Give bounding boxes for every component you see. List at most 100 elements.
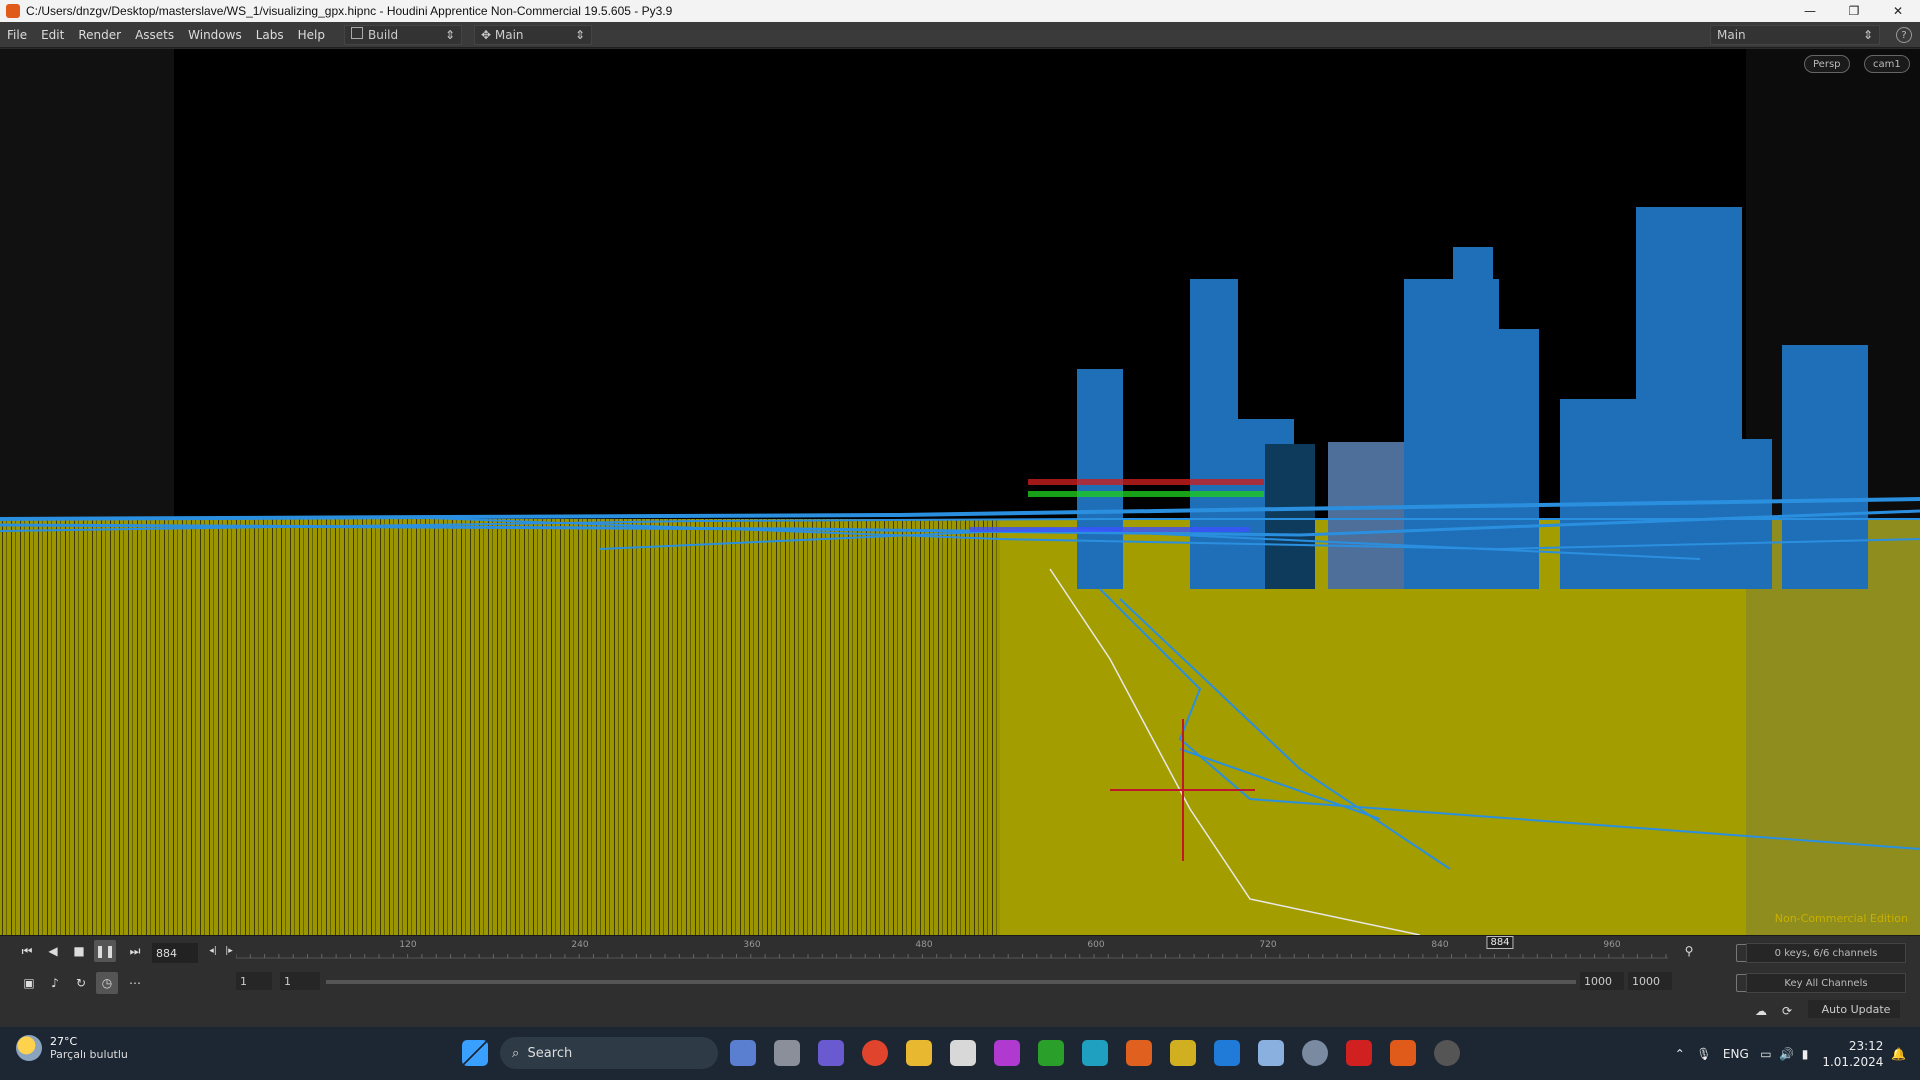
stop-icon[interactable]: ■ — [73, 944, 85, 958]
current-frame-field[interactable]: 884 — [152, 943, 198, 963]
playback-end-field[interactable]: 1000 — [1580, 972, 1624, 990]
tick-label: 720 — [1259, 940, 1277, 950]
camera-mode-button[interactable]: Persp — [1804, 55, 1850, 73]
building — [1404, 279, 1499, 589]
network-icon: ✥ — [481, 27, 495, 42]
menu-labs[interactable]: Labs — [255, 27, 284, 42]
tick-label: 240 — [571, 940, 589, 950]
playback-start-field[interactable]: 1 — [280, 972, 320, 990]
building — [1328, 442, 1404, 589]
frame-range-slider[interactable] — [326, 980, 1576, 984]
notification-bell-icon[interactable]: 🔔 — [1883, 1046, 1906, 1061]
step-forward-icon[interactable]: |▸ — [225, 946, 233, 956]
blender-icon[interactable] — [1126, 1040, 1152, 1066]
maximize-button[interactable]: ❐ — [1848, 4, 1860, 18]
menu-edit[interactable]: Edit — [41, 27, 65, 42]
viewport-render — [0, 49, 1920, 935]
start-frame-field[interactable]: 1 — [236, 972, 272, 990]
language-indicator[interactable]: ENG — [1722, 1046, 1749, 1061]
tick-label: 120 — [399, 940, 417, 950]
menu-bar: File Edit Render Assets Windows Labs Hel… — [0, 22, 1920, 48]
desktop-selector[interactable]: Build ⇕ — [344, 24, 462, 45]
acrobat-icon[interactable] — [1346, 1040, 1372, 1066]
search-placeholder: Search — [527, 1045, 573, 1061]
menu-render[interactable]: Render — [78, 27, 122, 42]
cloud-icon[interactable]: ☁ — [1755, 1004, 1767, 1018]
play-reverse-icon[interactable]: ◀ — [48, 944, 58, 958]
refresh-icon[interactable]: ⟳ — [1781, 1004, 1793, 1018]
close-button[interactable]: ✕ — [1892, 4, 1904, 18]
notes-icon[interactable] — [1082, 1040, 1108, 1066]
menu-help[interactable]: Help — [297, 27, 325, 42]
camera-select-button[interactable]: cam1 — [1864, 55, 1910, 73]
weather-desc: Parçalı bulutlu — [50, 1048, 128, 1061]
building — [1265, 444, 1315, 589]
chevron-updown-icon: ⇕ — [444, 27, 455, 42]
chrome-icon[interactable] — [862, 1040, 888, 1066]
loop-icon[interactable]: ↻ — [75, 976, 87, 990]
window-title: C:/Users/dnzgv/Desktop/masterslave/WS_1/… — [26, 4, 673, 18]
taskbar-search[interactable]: ⌕ Search — [500, 1037, 718, 1069]
houdini-app-icon — [6, 4, 20, 18]
xbox-icon[interactable] — [1038, 1040, 1064, 1066]
key-all-channels-button[interactable]: Key All Channels — [1746, 973, 1906, 993]
auto-update-button[interactable]: Auto Update — [1808, 1000, 1900, 1018]
pause-icon[interactable]: ❚❚ — [94, 940, 116, 962]
app-icon[interactable] — [1258, 1040, 1284, 1066]
battery-icon[interactable]: ▮ — [1794, 1046, 1809, 1061]
chevron-up-icon[interactable]: ⌃ — [1674, 1046, 1697, 1061]
keys-info-box[interactable]: 0 keys, 6/6 channels — [1746, 943, 1906, 963]
playback-settings-icon[interactable]: ▣ — [23, 976, 35, 990]
frame-step-icon[interactable]: ⋯ — [129, 976, 141, 990]
microphone-icon[interactable]: 🎙 — [1696, 1046, 1723, 1061]
building — [1636, 207, 1742, 589]
help-icon[interactable]: ? — [1896, 27, 1912, 43]
label-green — [1028, 491, 1264, 497]
weather-temp: 27°C — [50, 1035, 78, 1048]
scope-key-icon[interactable]: ⚲ — [1684, 944, 1694, 958]
go-to-start-icon[interactable]: ⏮ — [21, 943, 33, 958]
volume-icon[interactable]: 🔊 — [1771, 1046, 1795, 1061]
app-icon[interactable] — [994, 1040, 1020, 1066]
rhino-icon[interactable] — [950, 1040, 976, 1066]
vscode-icon[interactable] — [1214, 1040, 1240, 1066]
clock[interactable]: 23:12 1.01.2024 — [1822, 1038, 1883, 1070]
right-desk-label: Main — [1717, 28, 1746, 42]
teams-icon[interactable] — [818, 1040, 844, 1066]
current-frame-marker[interactable]: 884 — [1486, 936, 1514, 949]
app-icon[interactable] — [1170, 1040, 1196, 1066]
scene-viewport[interactable]: Persp cam1 Non-Commercial Edition — [0, 49, 1920, 935]
audio-icon[interactable]: ♪ — [51, 976, 59, 990]
realtime-icon[interactable]: ◷ — [96, 972, 118, 994]
weather-widget[interactable]: 27°C Parçalı bulutlu — [16, 1035, 128, 1061]
widgets-icon[interactable] — [730, 1040, 756, 1066]
end-frame-field[interactable]: 1000 — [1628, 972, 1672, 990]
title-bar: C:/Users/dnzgv/Desktop/masterslave/WS_1/… — [0, 0, 1920, 22]
task-view-icon[interactable] — [774, 1040, 800, 1066]
chevron-updown-icon: ⇕ — [1862, 28, 1873, 42]
window-controls: — ❐ ✕ — [1788, 0, 1920, 22]
app-icon[interactable] — [1434, 1040, 1460, 1066]
workspace-selector[interactable]: ✥ Main ⇕ — [474, 24, 592, 45]
building — [1499, 329, 1539, 589]
desktop-icon — [351, 27, 363, 39]
houdini-icon[interactable] — [1390, 1040, 1416, 1066]
file-explorer-icon[interactable] — [906, 1040, 932, 1066]
menu-file[interactable]: File — [7, 27, 28, 42]
menu-assets[interactable]: Assets — [135, 27, 175, 42]
step-back-icon[interactable]: ◂| — [209, 946, 217, 956]
settings-icon[interactable] — [1302, 1040, 1328, 1066]
right-desk-selector[interactable]: Main ⇕ — [1710, 25, 1880, 45]
minimize-button[interactable]: — — [1804, 4, 1816, 18]
menu-windows[interactable]: Windows — [188, 27, 242, 42]
network-icon[interactable]: ▭ — [1748, 1046, 1772, 1061]
go-to-end-icon[interactable]: ⏭ — [129, 943, 141, 958]
non-commercial-watermark: Non-Commercial Edition — [1774, 912, 1908, 925]
origin-crosshair — [1110, 719, 1255, 861]
building — [1782, 345, 1868, 589]
timeline-ruler[interactable]: 120 240 360 480 600 720 840 960 884 — [236, 936, 1668, 966]
tick-label: 600 — [1087, 940, 1105, 950]
tick-label: 480 — [915, 940, 933, 950]
tick-label: 840 — [1431, 940, 1449, 950]
windows-start-icon[interactable] — [462, 1040, 488, 1066]
